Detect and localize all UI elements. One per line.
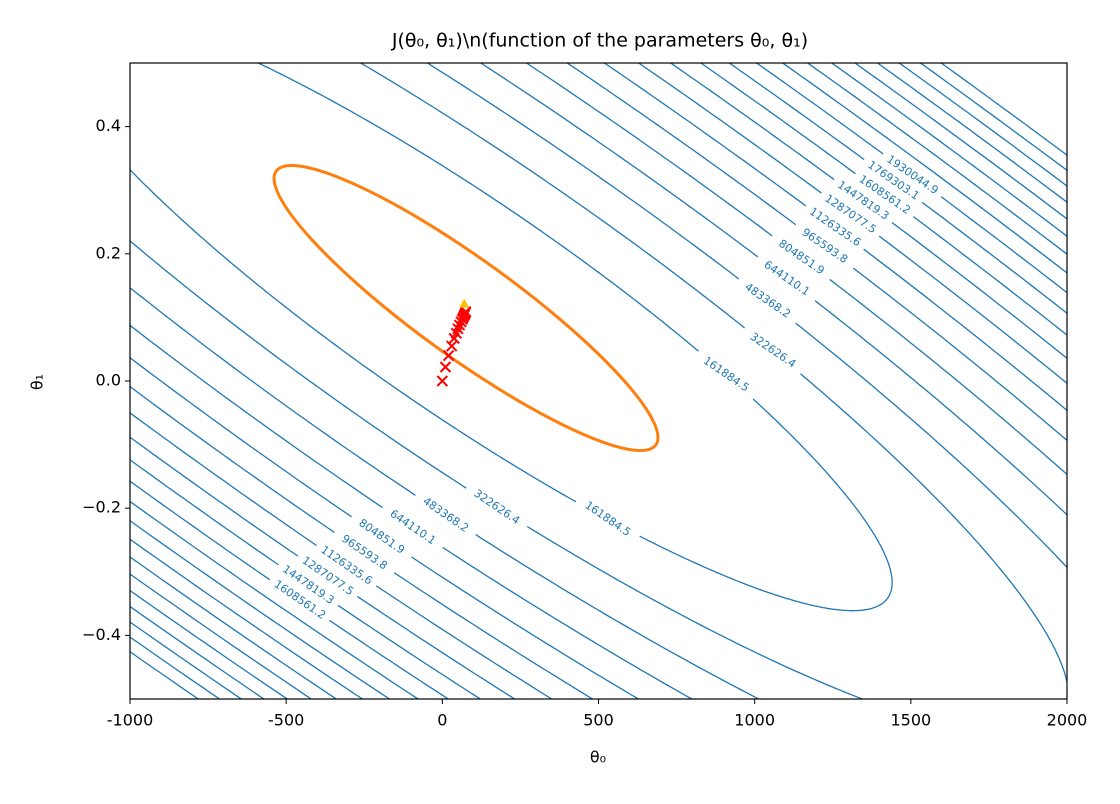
y-tick-label: 0.0 [96, 371, 121, 390]
contour-label: 161884.5 [701, 354, 752, 394]
y-tick-label: −0.4 [82, 625, 121, 644]
contour-label-gap [378, 501, 447, 554]
contour-line [130, 63, 1067, 699]
x-tick-label: 0 [437, 711, 447, 730]
contour-label-gap [312, 539, 380, 592]
contour-label-gap [733, 274, 801, 328]
contour-label: 161884.5 [583, 499, 634, 539]
x-tick-label: 2000 [1047, 711, 1088, 730]
contour-label-gap [829, 174, 897, 228]
contour-label-gap [816, 188, 884, 241]
minimum-marker [459, 298, 470, 308]
contour-label-gap [850, 168, 919, 222]
x-tick-label: 1000 [734, 711, 775, 730]
descent-point [460, 305, 472, 318]
x-tick-label: 1500 [890, 711, 931, 730]
contour-label: 322626.4 [748, 330, 799, 370]
contour-label-gap [265, 573, 334, 627]
y-axis-label: θ₁ [28, 374, 47, 390]
contour-label-gap [293, 550, 362, 603]
contour-label-gap [790, 220, 859, 273]
descent-point [439, 361, 452, 373]
chart-title: J(θ₀, θ₁)\n(function of the parameters θ… [391, 30, 808, 52]
plot-frame [129, 62, 1068, 700]
x-tick-label: -500 [268, 711, 304, 730]
contour-label-gap [347, 510, 416, 564]
contour-label-gap [739, 324, 807, 377]
descent-point [445, 340, 458, 352]
contour-label-gap [859, 154, 927, 208]
y-tick-label: 0.4 [96, 116, 121, 135]
contour-label-gap [878, 149, 946, 202]
contour-label-gap [767, 231, 835, 284]
contour-label-gap [801, 201, 869, 254]
x-tick-label: -1000 [107, 711, 154, 730]
y-tick-label: −0.2 [82, 498, 121, 517]
highlight-contour [272, 163, 660, 453]
contour-label-gap [752, 252, 821, 305]
contour-label-gap [274, 559, 342, 612]
descent-point [442, 349, 455, 362]
x-tick-label: 500 [583, 711, 614, 730]
contour-label: 322626.4 [472, 487, 523, 527]
descent-point [436, 375, 449, 387]
contour-label-gap [692, 348, 760, 401]
contour-label-gap [573, 493, 642, 546]
y-tick-label: 0.2 [96, 243, 121, 262]
contour-label-gap [411, 488, 480, 542]
descent-point [453, 319, 466, 331]
x-axis-label: θ₀ [590, 748, 606, 767]
contour-label-gap [330, 526, 398, 579]
contour-label-gap [462, 481, 531, 534]
contour-label: 483368.2 [742, 280, 793, 320]
